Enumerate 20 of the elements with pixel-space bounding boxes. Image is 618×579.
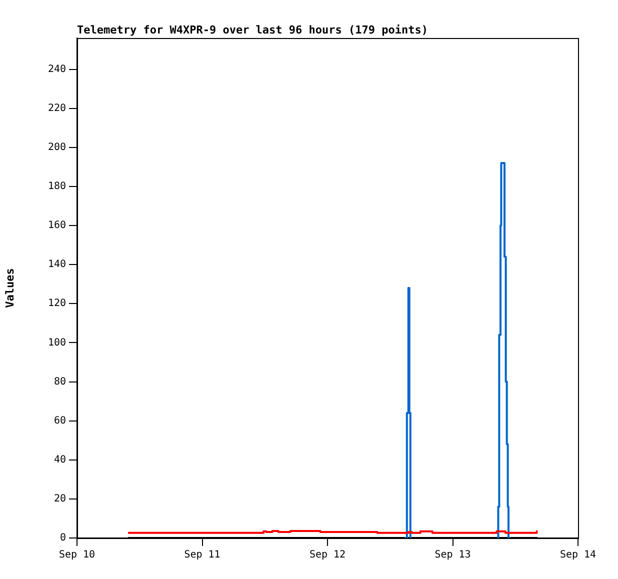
y-tick-label: 80 (54, 376, 66, 388)
y-tick-label: 160 (48, 220, 66, 232)
y-tick-label: 180 (48, 181, 66, 192)
y-tick-label: 220 (48, 102, 66, 114)
y-axis-title: Values (3, 268, 16, 308)
y-tick-label: 20 (54, 494, 66, 505)
x-tick-label: Sep 14 (560, 550, 596, 561)
y-tick-label: 60 (54, 415, 66, 426)
x-tick-label: Sep 12 (309, 550, 346, 561)
x-tick-label: Sep 13 (434, 550, 471, 561)
y-tick-label: 40 (54, 454, 66, 466)
y-tick-label: 240 (48, 64, 66, 75)
y-tick-label: 120 (48, 298, 66, 310)
y-tick-label: 0 (60, 532, 66, 544)
y-tick-label: 200 (48, 142, 66, 153)
y-tick-label: 100 (48, 337, 66, 348)
chart-title: Telemetry for W4XPR-9 over last 96 hours (179 points) (77, 23, 428, 36)
x-tick-label: Sep 10 (58, 550, 96, 561)
y-tick-label: 140 (48, 259, 66, 270)
x-tick-label: Sep 11 (184, 550, 220, 561)
